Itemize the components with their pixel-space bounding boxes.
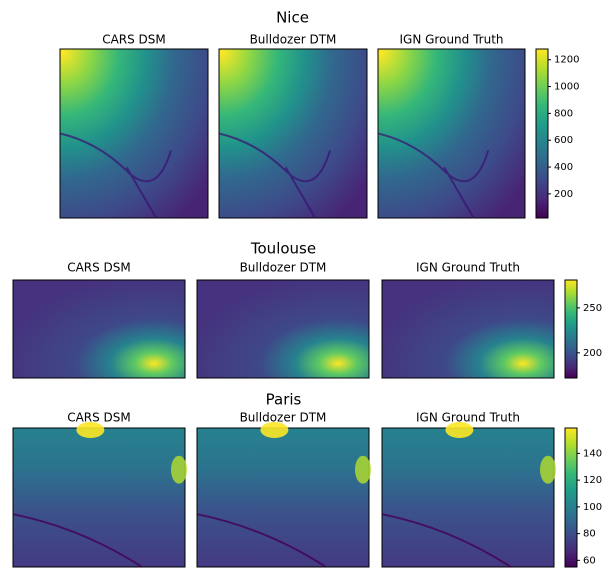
heatmap-image [381, 279, 555, 379]
heatmap-image [196, 279, 370, 379]
heatmap-image [218, 48, 368, 219]
colorbar-tick-label: 200 [554, 189, 573, 200]
panel-title: IGN Ground Truth [416, 261, 520, 275]
hill [76, 422, 105, 438]
colorbar [535, 48, 549, 219]
hill [171, 455, 187, 484]
hill [260, 422, 289, 438]
river [218, 132, 331, 219]
colorbar-tick-label: 1000 [554, 82, 579, 93]
colorbar-tick-label: 200 [583, 348, 602, 359]
colorbar [564, 427, 578, 568]
heatmap-image [381, 427, 555, 568]
colorbar-tick-label: 100 [583, 502, 602, 513]
panel-title: CARS DSM [67, 411, 131, 425]
panel-title: Bulldozer DTM [250, 33, 337, 47]
colorbar-tick-label: 60 [583, 555, 596, 566]
hill [355, 455, 371, 484]
river [377, 132, 490, 219]
river [381, 513, 512, 568]
panel-title: CARS DSM [102, 33, 166, 47]
panel-title: IGN Ground Truth [416, 411, 520, 425]
river [196, 513, 327, 568]
colorbar-tick-label: 80 [583, 529, 596, 540]
hill [540, 455, 556, 484]
colorbar-tick-label: 140 [583, 448, 602, 459]
panel-title: Bulldozer DTM [240, 261, 327, 275]
hill [445, 422, 474, 438]
river [12, 513, 143, 568]
group-title: Toulouse [250, 240, 316, 258]
colorbar-tick-label: 1200 [554, 55, 579, 66]
heatmap-image [59, 48, 209, 219]
group-title: Nice [276, 9, 309, 27]
panel-title: CARS DSM [67, 261, 131, 275]
colorbar-tick-label: 120 [583, 475, 602, 486]
panel-title: Bulldozer DTM [240, 411, 327, 425]
heatmap-image [12, 427, 186, 568]
colorbar-tick-label: 600 [554, 135, 573, 146]
panel-title: IGN Ground Truth [400, 33, 504, 47]
colorbar-tick-label: 250 [583, 303, 602, 314]
group-title: Paris [266, 391, 302, 409]
colorbar-tick-label: 800 [554, 108, 573, 119]
heatmap-image [196, 427, 370, 568]
colorbar-tick-label: 400 [554, 162, 573, 173]
river [59, 132, 172, 219]
colorbar [564, 279, 578, 379]
heatmap-image [12, 279, 186, 379]
heatmap-image [377, 48, 526, 219]
